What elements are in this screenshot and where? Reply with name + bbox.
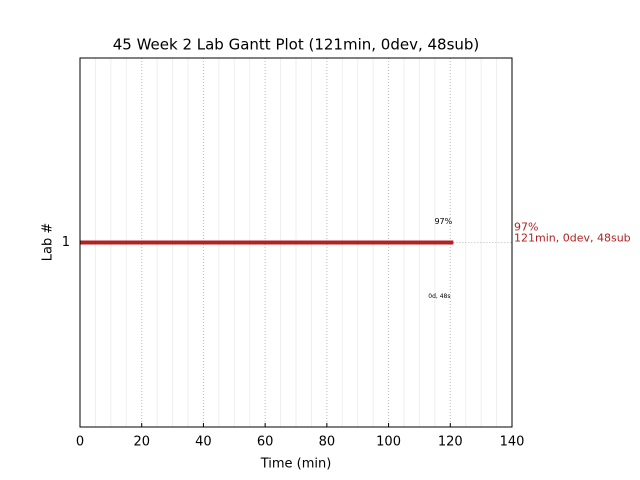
plot-frame xyxy=(79,57,513,428)
x-axis-label: Time (min) xyxy=(260,457,332,472)
x-tick-label: 80 xyxy=(319,435,336,450)
y-axis-label: Lab # xyxy=(41,223,56,262)
bar-label-top: 97% xyxy=(434,217,452,226)
side-label: 121min, 0dev, 48sub xyxy=(514,232,631,245)
side-label: 97% xyxy=(514,221,538,234)
x-tick-label: 40 xyxy=(195,435,212,450)
x-tick-label: 120 xyxy=(438,435,463,450)
x-tick-label: 20 xyxy=(133,435,150,450)
y-tick-label: 1 xyxy=(62,235,70,250)
x-tick-label: 100 xyxy=(376,435,401,450)
gantt-bar xyxy=(80,240,454,245)
chart-title: 45 Week 2 Lab Gantt Plot (121min, 0dev, … xyxy=(113,36,480,54)
bar-label-bottom: 0d, 48s xyxy=(428,293,450,300)
x-tick-label: 60 xyxy=(257,435,274,450)
x-tick-label: 0 xyxy=(76,435,84,450)
x-tick-label: 140 xyxy=(500,435,525,450)
